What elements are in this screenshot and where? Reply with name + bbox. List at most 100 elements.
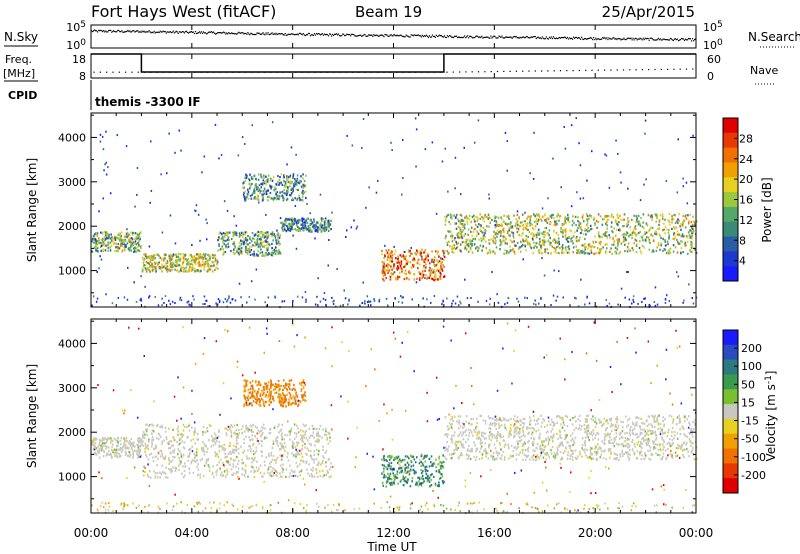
scatter-cell (232, 473, 234, 477)
scatter-cell (289, 464, 291, 467)
noise-cell (402, 138, 404, 141)
scatter-cell (226, 233, 229, 236)
nsky-point (119, 31, 121, 33)
scatter-cell (522, 228, 525, 231)
scatter-cell (455, 242, 458, 245)
scatter-cell (312, 458, 315, 461)
scatter-cell (322, 469, 324, 472)
scatter-cell (182, 446, 185, 449)
scatter-cell (457, 232, 460, 235)
scatter-cell (195, 460, 197, 463)
ground-cell (314, 303, 317, 306)
nsky-point (382, 35, 384, 37)
nsky-point (554, 38, 556, 40)
scatter-cell (423, 265, 425, 268)
scatter-cell (276, 442, 278, 445)
nsky-point (451, 36, 453, 38)
scatter-cell (245, 471, 247, 474)
scatter-cell (206, 263, 209, 266)
scatter-cell (690, 229, 692, 232)
scatter-cell (465, 242, 467, 245)
scatter-cell (228, 444, 230, 447)
noise-cell (608, 186, 611, 189)
scatter-cell (162, 266, 165, 269)
scatter-cell (635, 220, 637, 224)
scatter-cell (257, 429, 260, 432)
scatter-cell (247, 250, 249, 253)
scatter-cell (97, 446, 99, 449)
scatter-cell (267, 247, 270, 250)
nsky-point (292, 33, 294, 35)
ground-cell (632, 298, 634, 301)
scatter-cell (211, 473, 214, 476)
nsky-point (450, 35, 452, 37)
scatter-cell (504, 242, 507, 245)
nsky-point (645, 38, 647, 40)
scatter-cell (93, 238, 96, 241)
scatter-cell (97, 241, 99, 245)
scatter-cell (427, 276, 429, 279)
scatter-cell (264, 464, 266, 467)
noise-cell (645, 231, 648, 234)
scatter-cell (310, 468, 312, 471)
noise-cell (136, 193, 138, 196)
nsky-point (111, 31, 113, 33)
scatter-cell (286, 455, 289, 458)
nsky-point (383, 36, 385, 38)
scatter-cell (547, 232, 550, 235)
scatter-cell (152, 424, 155, 427)
scatter-cell (533, 221, 536, 224)
scatter-cell (151, 423, 153, 426)
scatter-cell (623, 232, 626, 235)
nsky-point (256, 32, 258, 34)
scatter-cell (617, 243, 619, 246)
scatter-cell (330, 219, 332, 222)
scatter-cell (690, 243, 692, 246)
scatter-cell (190, 462, 193, 465)
ground-cell (179, 296, 182, 299)
noise-cell (336, 268, 338, 270)
nsky-point (435, 34, 437, 36)
scatter-cell (260, 242, 262, 245)
noise-cell (361, 147, 363, 149)
scatter-cell (682, 251, 684, 254)
nsky-point (401, 35, 403, 37)
nsky-point (503, 37, 505, 39)
scatter-cell (421, 248, 423, 251)
scatter-cell (292, 173, 295, 176)
noise-cell (516, 210, 519, 213)
scatter-cell (492, 235, 495, 238)
scatter-cell (388, 269, 390, 272)
scatter-cell (235, 449, 238, 453)
scatter-cell (462, 240, 465, 243)
scatter-cell (108, 450, 110, 453)
scatter-cell (530, 215, 533, 218)
scatter-cell (579, 236, 581, 239)
nsky-point (154, 32, 156, 34)
scatter-cell (477, 232, 480, 235)
scatter-cell (328, 432, 330, 435)
scatter-cell (145, 428, 147, 431)
scatter-cell (288, 475, 291, 478)
scatter-cell (212, 256, 214, 259)
noise-cell (429, 266, 431, 269)
nsky-point (323, 33, 326, 35)
noise-cell (224, 298, 227, 301)
ground-cell (205, 299, 208, 302)
scatter-cell (251, 461, 253, 464)
scatter-cell (254, 233, 257, 236)
scatter-cell (225, 232, 228, 235)
scatter-cell (503, 252, 505, 255)
scatter-cell (170, 253, 172, 257)
scatter-cell (200, 447, 203, 450)
scatter-cell (540, 218, 542, 221)
scatter-cell (207, 254, 210, 257)
scatter-cell (682, 214, 685, 217)
scatter-cell (639, 230, 641, 233)
scatter-cell (213, 256, 215, 259)
scatter-cell (245, 245, 247, 248)
scatter-cell (174, 268, 176, 271)
scatter-cell (130, 249, 133, 252)
scatter-cell (233, 231, 235, 234)
scatter-cell (275, 239, 277, 242)
